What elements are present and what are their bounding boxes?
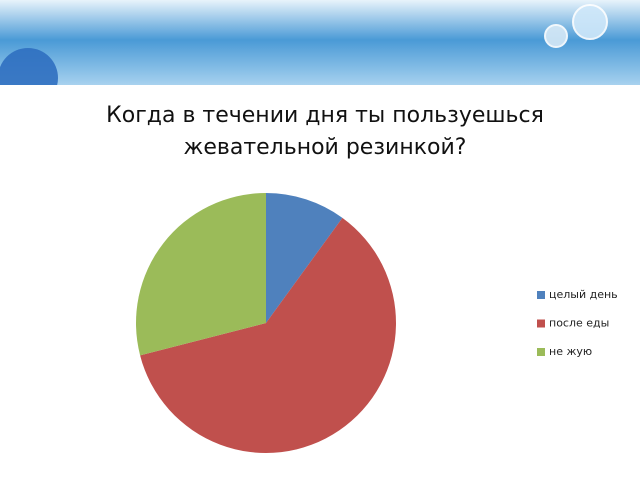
pie-slice bbox=[136, 193, 266, 356]
decoration bbox=[0, 4, 608, 85]
legend-label: целый день bbox=[549, 288, 618, 301]
legend-marker bbox=[537, 291, 545, 299]
legend-label: не жую bbox=[549, 345, 592, 358]
legend-marker bbox=[537, 319, 545, 328]
pie-slice bbox=[266, 193, 343, 323]
pie-slice bbox=[140, 217, 396, 453]
legend-label: после еды bbox=[549, 317, 609, 330]
chart-title: Когда в течении дня ты пользуешься жеват… bbox=[106, 103, 544, 160]
legend-marker bbox=[537, 348, 545, 356]
